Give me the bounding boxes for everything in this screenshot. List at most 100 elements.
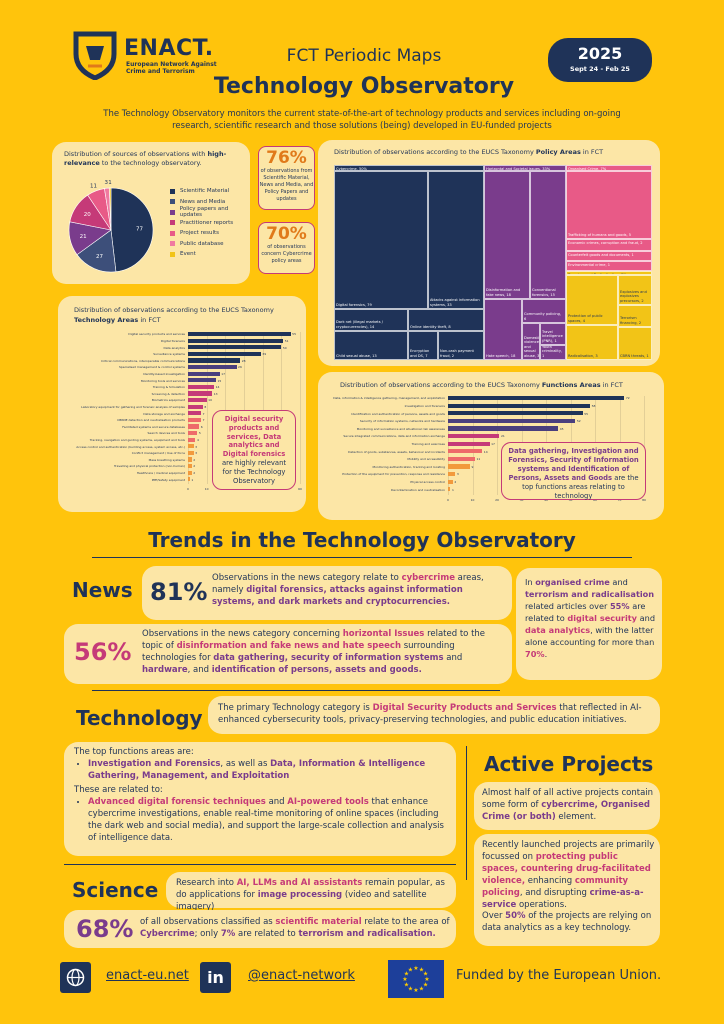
- trends-rule: [92, 557, 632, 558]
- treemap-cell: Environmental crime, 1: [566, 261, 652, 271]
- active-projects-text-2: Recently launched projects are primarily…: [482, 840, 655, 910]
- pie-legend: Scientific Material News and Media Policy …: [170, 186, 248, 260]
- x-tick-label: 0: [447, 497, 449, 502]
- year-period: Sept 24 - Feb 25: [570, 65, 630, 73]
- bar-value-label: 17: [491, 441, 495, 446]
- bar-category-label: Identification and authentication of per…: [351, 411, 445, 416]
- legend-label: News and Media: [180, 198, 226, 205]
- legend-swatch: [170, 188, 175, 194]
- linkedin-icon[interactable]: in: [200, 962, 231, 993]
- treemap-cell: Youth criminality, 1: [540, 345, 566, 360]
- science-label: Science: [72, 878, 159, 902]
- science-pct: 68%: [76, 915, 134, 943]
- news2-text: Observations in the news category concer…: [142, 629, 486, 675]
- treemap-cell: Trafficking of humans and goods, 5: [566, 171, 652, 239]
- func-areas-title: Distribution of observations according t…: [340, 381, 623, 389]
- bar-value-label: 2: [454, 479, 457, 484]
- bar-category-label: Search devices and tools: [147, 431, 185, 436]
- globe-icon[interactable]: [60, 962, 91, 993]
- x-tick-label: 10: [470, 497, 475, 502]
- treemap-cell: Dark net (illegal markets / cryptocurren…: [334, 309, 408, 331]
- bar-value-label: 9: [471, 464, 474, 469]
- grid-line: [244, 332, 245, 484]
- pie-slice: [110, 187, 154, 273]
- bar-category-label: Protection of the equipment for preventi…: [342, 472, 445, 477]
- eu-star: ★: [404, 971, 409, 978]
- bar-category-label: Decontamination and neutralisation: [390, 487, 445, 492]
- stat-76-text: of observations from Scientific Material,…: [259, 168, 314, 203]
- bar-value-label: 52: [576, 419, 581, 424]
- treemap-cell: Online identity theft, 8: [408, 309, 484, 331]
- bar-value-label: 2: [193, 464, 196, 469]
- pie-slice: [76, 229, 117, 273]
- bar: [448, 464, 471, 469]
- treemap-cell: Terrorism financing, 2: [618, 305, 652, 327]
- bar: [448, 403, 591, 408]
- news2-card: 56% Observations in the news category co…: [64, 624, 512, 684]
- header-subtitle: FCT Periodic Maps: [286, 46, 442, 66]
- treemap-cell: Counterfeit goods and documents, 1: [566, 251, 652, 261]
- x-tick-label: 10: [204, 486, 209, 491]
- organised-crime-text: In organised crime and terrorism and rad…: [525, 577, 656, 659]
- bar-value-label: 51: [284, 338, 289, 343]
- bar-value-label: 5: [198, 431, 201, 436]
- bar-category-label: Monitoring and surveillance and situatio…: [356, 426, 445, 431]
- tech-areas-chart: 0102030405060Digital security products a…: [58, 330, 306, 508]
- bar: [188, 424, 200, 429]
- stat-line: Scientific Material,: [263, 175, 310, 181]
- logo-subtitle-1: European Network Against: [126, 61, 217, 68]
- bar-value-label: 50: [282, 345, 287, 350]
- bar-category-label: Data analytics: [163, 345, 185, 350]
- bar: [448, 434, 500, 439]
- bar: [188, 417, 202, 422]
- bar-value-label: 7: [202, 418, 205, 423]
- bar: [188, 437, 196, 442]
- bar-value-label: 17: [221, 371, 226, 376]
- legend-swatch: [170, 199, 175, 205]
- eu-star: ★: [404, 982, 409, 989]
- treemap-cell: Organised Crime, 7%: [566, 165, 652, 171]
- shield-logo-icon: [73, 31, 117, 80]
- news-rule: [92, 690, 500, 691]
- bar-category-label: Conflict management / Use of force: [131, 451, 185, 456]
- functions-intro: The top functions areas are:: [74, 747, 194, 757]
- func-areas-chart: 01020304050607080Data, information & int…: [318, 392, 664, 520]
- treemap-cell: Attacks against information systems, 33: [428, 171, 484, 309]
- bar: [188, 457, 192, 462]
- column-divider: [466, 746, 467, 880]
- bar-category-label: Security of information systems, network…: [359, 419, 445, 424]
- bar-category-label: Critical communications, interoperable c…: [101, 358, 185, 363]
- bar-value-label: 1: [191, 477, 194, 482]
- bar: [188, 477, 190, 482]
- bar: [448, 418, 576, 423]
- treemap: Cybercrime, 50% Digital forensics, 79 Atta…: [334, 165, 652, 360]
- social-link[interactable]: @enact-network: [248, 968, 355, 983]
- bar-category-label: Identity-based investigation: [143, 372, 185, 376]
- bar-value-label: 58: [591, 403, 596, 408]
- bar: [188, 450, 194, 455]
- bar-category-label: Specialised management & control systems: [118, 365, 185, 370]
- bar-value-label: 4: [196, 437, 199, 442]
- bar-value-label: 2: [193, 470, 196, 475]
- science-68-text: of all observations classified as scient…: [140, 917, 450, 939]
- functions-text: The top functions areas are: Investigati…: [74, 746, 450, 846]
- legend-label: Policy papers and updates: [179, 206, 229, 219]
- bar: [188, 371, 220, 376]
- treemap-cell: Travel intelligence (PNR), 1: [540, 323, 566, 345]
- bar: [448, 479, 453, 484]
- technology-text: The primary Technology category is Digit…: [218, 703, 642, 725]
- tech-areas-note: Digital security products and services, …: [212, 410, 296, 490]
- bar: [188, 358, 241, 363]
- technology-label: Technology: [76, 706, 203, 730]
- pie-title: Distribution of sources of observations …: [64, 150, 227, 167]
- website-link[interactable]: enact-eu.net: [106, 968, 189, 983]
- functions-list-1: Investigation and Forensics, as well as …: [74, 758, 450, 782]
- science-rule: [64, 864, 456, 865]
- treemap-cell: Explosives and explosives precursors, 2: [618, 275, 652, 305]
- page-title: Technology Observatory: [213, 74, 515, 99]
- stat-line: Policy Papers and: [264, 189, 309, 195]
- science-card: Research into AI, LLMs and AI assistants…: [166, 872, 456, 912]
- bar-category-label: Mass breathing systems: [148, 457, 185, 462]
- treemap-cell: Protection of public spaces, 4: [566, 275, 618, 325]
- bar-category-label: Travelling and physical protection (non-…: [114, 464, 185, 469]
